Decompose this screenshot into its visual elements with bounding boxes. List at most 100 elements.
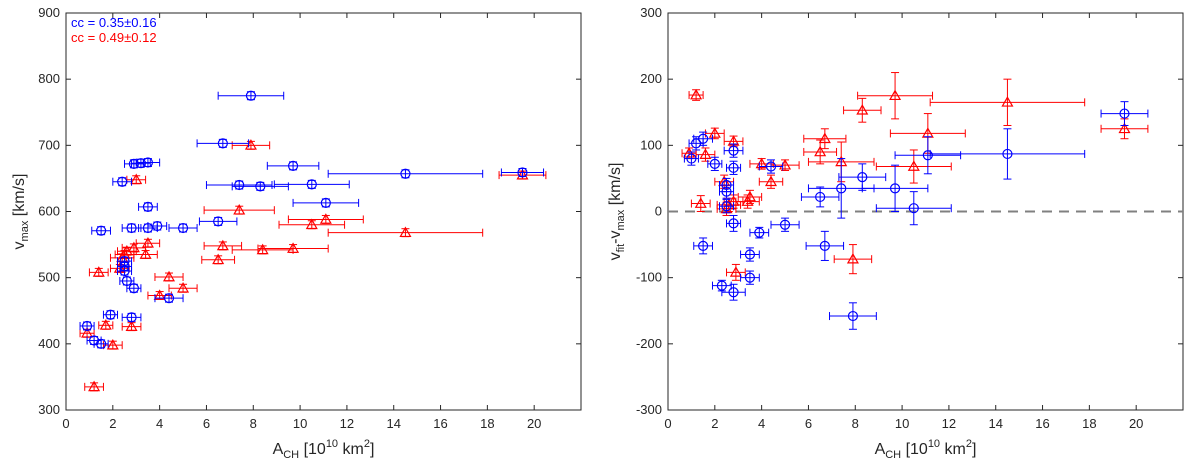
y-label-main: v [11,241,28,249]
x-axis-label: ACH [1010 km2] [273,438,375,461]
x-tick-label: 2 [711,416,718,431]
triangle-marker [856,104,869,115]
legend-entry-red: cc = 0.49±0.12 [71,30,157,45]
blue-data-point [707,156,723,171]
x-tick-label: 18 [1082,416,1096,431]
circle-marker [152,220,163,232]
y-label-rest: -v [607,231,624,244]
y-tick-label: 200 [640,71,662,86]
y-tick-label: 300 [640,5,662,20]
x-label-tail: km [338,441,364,458]
circle-marker [709,158,720,169]
triangle-marker [305,218,318,230]
red-data-point [84,380,104,392]
blue-data-point [829,302,877,330]
triangle-marker [1118,122,1131,134]
y-tick-label: 0 [655,204,662,219]
x-label-sup2: 2 [364,438,370,450]
triangle-marker [153,289,166,300]
circle-marker [128,283,139,294]
x-tick-label: 20 [1129,416,1143,431]
red-data-point [98,319,114,330]
red-data-point [758,174,784,189]
blue-data-point [861,164,929,212]
blue-data-point [500,167,545,178]
y-tick-label: -200 [636,336,662,351]
legend-entry-blue: cc = 0.35±0.16 [71,15,157,30]
circle-marker [163,293,175,304]
circle-marker [96,225,107,236]
circle-marker [721,201,732,212]
blue-data-point [138,201,158,212]
red-data-point [803,128,847,150]
x-tick-label: 16 [1035,416,1049,431]
x-tick-label: 10 [293,416,307,431]
blue-data-point [838,163,887,191]
red-data-point [704,127,725,140]
red-data-point [726,263,746,281]
circle-marker [728,287,739,298]
triangle-marker [233,203,246,215]
circle-marker [117,176,128,187]
x-tick-label: 16 [433,416,447,431]
red-data-point [135,237,161,248]
x-tick-label: 6 [203,416,210,431]
circle-marker [744,249,756,260]
blue-data-point [126,283,142,294]
blue-data-point [929,128,1086,180]
triangle-marker [125,320,138,331]
y-label-sub2: max [615,209,627,230]
y-tick-label: -100 [636,270,662,285]
red-data-point [737,189,763,205]
blue-data-point [1100,101,1149,126]
circle-marker [245,90,257,101]
red-data-point [857,72,934,120]
circle-marker [819,240,830,252]
y-tick-label: 700 [38,137,60,152]
circle-marker [728,145,739,156]
blue-data-point [726,214,742,232]
blue-data-point [217,90,285,101]
blue-data-point [102,309,118,320]
triangle-marker [212,253,225,265]
triangle-marker [764,175,778,187]
blue-data-point [147,220,168,232]
x-label-rest: [10 [299,441,326,458]
blue-data-point [693,131,713,146]
y-label-end: [km/s] [607,163,624,210]
y-label-rest: [km/s] [11,174,28,221]
blue-data-point [91,225,111,236]
circle-marker [698,133,709,144]
triangle-marker [256,243,269,255]
circle-marker [128,158,139,169]
right-panel-vfit-minus-vmax: 0 2 4 6 8 10 12 14 16 18 20-300-200-1000100200300A… [607,5,1184,461]
red-data-point [88,266,109,277]
red-data-point [121,320,142,332]
circle-marker [836,183,847,194]
triangle-marker [99,319,112,330]
triangle-marker [162,270,176,282]
triangle-marker [889,89,902,101]
y-axis-label: vmax [km/s] [11,174,31,250]
x-label-rest: [10 [901,441,928,458]
left-panel-vmax: 0 2 4 6 8 10 12 14 16 18 20300400500600700800900AC… [11,5,582,461]
circle-marker [517,167,528,178]
circle-marker [779,219,791,230]
circle-marker [922,150,933,161]
circle-marker [686,153,697,164]
circle-marker [1002,148,1013,160]
red-data-point [278,218,346,230]
triangle-marker [743,190,756,202]
red-data-point [803,139,838,165]
blue-data-point [273,179,350,190]
triangle-marker [1001,96,1014,107]
triangle-marker [690,88,703,100]
blue-data-point [749,226,770,239]
x-label-sup: 10 [326,438,338,450]
blue-data-point [770,217,800,232]
x-tick-label: 18 [480,416,494,431]
triangle-marker [216,239,229,251]
circle-marker [142,157,154,168]
y-tick-label: 100 [640,137,662,152]
